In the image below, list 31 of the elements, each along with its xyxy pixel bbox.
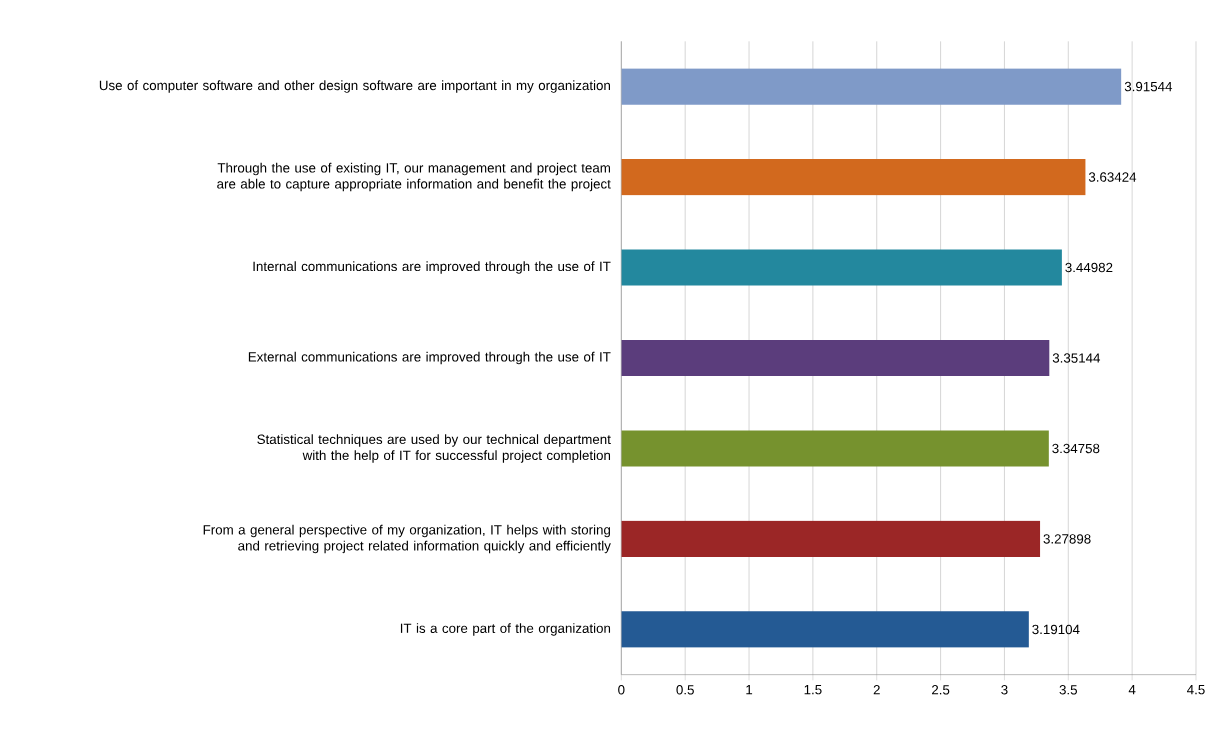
bar [621, 249, 1062, 286]
x-tick-label: 0.5 [676, 685, 694, 695]
data-label: 3.91544 [1124, 82, 1173, 92]
y-tick-label: Internal communications are improved through the use of IT [253, 261, 611, 274]
data-label: 3.63424 [1088, 172, 1137, 182]
y-tick-label: From a general perspective of my organization, IT helps with storing and retrieving project related information quickly and efficiently [203, 524, 611, 554]
bar [621, 159, 1086, 196]
x-tick-label: 3.5 [1059, 685, 1077, 695]
data-label: 3.27898 [1043, 534, 1091, 544]
data-label: 3.34758 [1052, 443, 1100, 454]
data-label: 3.19104 [1032, 624, 1080, 635]
x-tick-label: 1.5 [804, 685, 822, 695]
data-label: 3.44982 [1065, 262, 1113, 273]
x-tick-label: 0 [618, 685, 625, 695]
x-tick-label: 2.5 [931, 685, 950, 695]
bar [621, 68, 1122, 105]
y-tick-label: Use of computer software and other design software are important in my organization [99, 80, 610, 93]
y-tick-label: Through the use of existing IT, our management and project team are able to capture appropriate information and benefit the project [217, 163, 611, 192]
y-tick-label: Statistical techniques are used by our technical department with the help of IT for successful project completion [257, 434, 611, 463]
bar [621, 430, 1049, 467]
bar [621, 611, 1029, 648]
y-tick-label: External communications are improved through the use of IT [248, 351, 611, 365]
x-tick-label: 4.5 [1187, 685, 1205, 695]
bar [621, 521, 1041, 558]
x-tick-label: 4 [1128, 685, 1136, 695]
x-tick-label: 3 [1001, 685, 1008, 695]
x-tick-label: 2 [873, 685, 880, 695]
y-tick-label: IT is a core part of the organization [400, 623, 611, 636]
bar [621, 340, 1050, 377]
x-tick-label: 1 [746, 685, 753, 695]
data-label: 3.35144 [1052, 353, 1101, 363]
